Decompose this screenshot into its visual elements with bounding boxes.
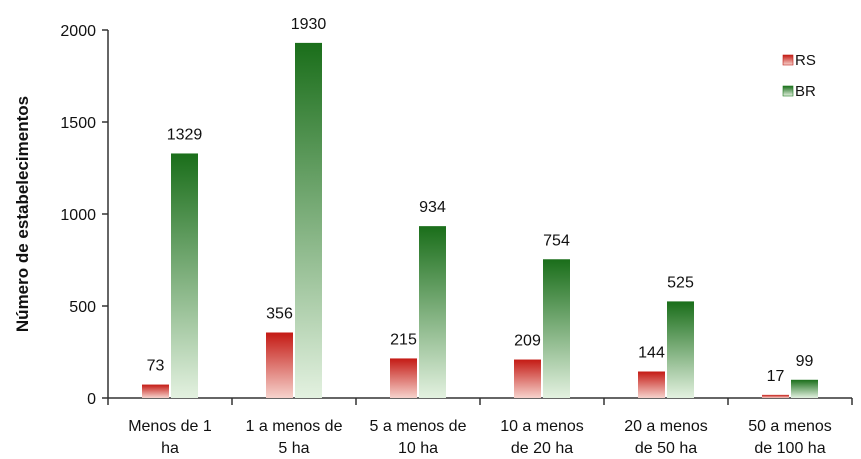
legend-label-br: BR <box>795 83 816 100</box>
data-label-br: 1329 <box>167 126 203 143</box>
data-label-br: 754 <box>543 232 570 249</box>
bar-br <box>171 153 198 398</box>
data-label-rs: 144 <box>638 345 665 362</box>
x-tick-label: Menos de 1 <box>128 418 212 435</box>
data-label-br: 1930 <box>291 16 327 33</box>
data-label-rs: 356 <box>266 305 293 322</box>
data-label-rs: 73 <box>147 358 165 375</box>
bars <box>142 42 818 398</box>
bar-br <box>419 226 446 398</box>
x-tick-label: 5 ha <box>278 440 309 457</box>
x-tick-label: de 100 ha <box>754 440 825 457</box>
bar-br <box>791 379 818 398</box>
x-tick-label: de 50 ha <box>635 440 697 457</box>
x-tick-label: 5 a menos de <box>370 418 467 435</box>
axes: 0 500 1000 1500 2000 Menos de 1 ha 1 a menos de… <box>13 23 853 457</box>
data-label-rs: 215 <box>390 331 417 348</box>
bar-rs <box>266 332 293 398</box>
x-tick-label: 50 a menos <box>748 418 832 435</box>
y-tick-label: 0 <box>87 391 96 408</box>
bar-rs <box>638 371 665 398</box>
legend-swatch-rs <box>782 54 794 66</box>
data-label-rs: 17 <box>767 368 785 385</box>
data-label-rs: 209 <box>514 333 541 350</box>
bar-rs <box>142 384 169 398</box>
legend-swatch-br <box>782 85 794 97</box>
y-axis-title: Número de estabelecimentos <box>13 96 32 332</box>
legend: RS BR <box>782 52 816 100</box>
bar-br <box>295 42 322 398</box>
data-label-br: 934 <box>419 199 446 216</box>
data-label-br: 525 <box>667 274 694 291</box>
x-tick-label: 20 a menos <box>624 418 708 435</box>
x-tick-label: 10 a menos <box>500 418 584 435</box>
legend-label-rs: RS <box>795 52 816 69</box>
x-tick-label: ha <box>161 440 179 457</box>
x-tick-label: 10 ha <box>398 440 438 457</box>
y-tick-label: 1000 <box>60 207 96 224</box>
y-tick-label: 2000 <box>60 23 96 40</box>
x-tick-label: 1 a menos de <box>246 418 343 435</box>
data-label-br: 99 <box>796 353 814 370</box>
bar-br <box>667 301 694 398</box>
y-tick-label: 500 <box>69 299 96 316</box>
bar-rs <box>514 359 541 398</box>
data-labels: 73 356 215 209 144 17 1329 1930 934 754 525 99 <box>147 16 814 385</box>
bar-rs <box>762 394 789 398</box>
y-tick-label: 1500 <box>60 115 96 132</box>
bar-rs <box>390 358 417 398</box>
bar-br <box>543 259 570 398</box>
x-tick-label: de 20 ha <box>511 440 573 457</box>
